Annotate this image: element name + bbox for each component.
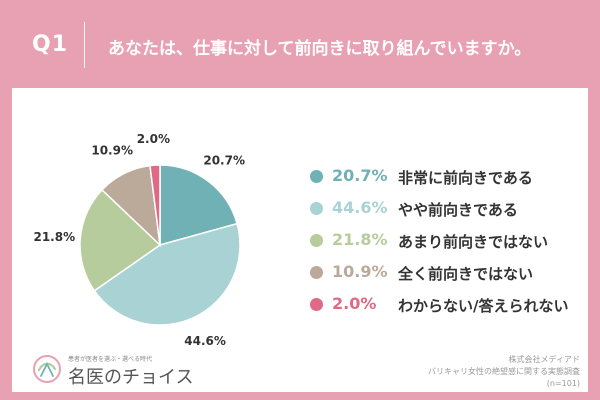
question-header: Q1 あなたは、仕事に対して前向きに取り組んでいますか。 <box>0 0 600 88</box>
brand-tagline: 患者が医者を選ぶ・選べる時代 <box>68 356 153 363</box>
brand-name: 名医のチョイス <box>68 367 194 388</box>
pie-slices <box>79 164 241 326</box>
legend-swatch-3 <box>310 266 323 279</box>
question-number: Q1 <box>32 32 69 57</box>
legend-swatch-2 <box>310 234 323 247</box>
pie-slice-2 <box>79 188 162 292</box>
header-divider <box>84 22 85 68</box>
legend-label-1: やや前向きである <box>398 201 518 219</box>
pie-slice-0 <box>159 164 239 246</box>
legend-label-0: 非常に前向きである <box>398 169 533 187</box>
pie-value-label-2: 21.8% <box>33 230 75 244</box>
legend-swatch-4 <box>310 298 323 311</box>
legend-label-2: あまり前向きではない <box>398 233 549 251</box>
source-company: 株式会社メディアド <box>508 355 580 364</box>
pie-value-label-4: 2.0% <box>137 132 170 146</box>
pie-value-label-1: 44.6% <box>184 334 226 348</box>
legend-label-3: 全く前向きではない <box>398 265 534 283</box>
legend-value-1: 44.6% <box>332 198 388 217</box>
legend-swatch-1 <box>310 202 323 215</box>
pie-slice-1 <box>93 222 241 326</box>
pie-slice-4 <box>149 164 161 246</box>
source-survey-title: バリキャリ女性の絶望感に関する実態調査 <box>428 367 580 376</box>
source-sample-size: (n=101) <box>546 379 580 388</box>
legend-value-4: 2.0% <box>332 294 377 313</box>
legend-value-2: 21.8% <box>332 230 388 249</box>
question-text: あなたは、仕事に対して前向きに取り組んでいますか。 <box>108 39 532 59</box>
pie-labels: 20.7% 44.6% 21.8% 10.9% 2.0% <box>33 132 245 348</box>
legend-label-4: わからない/答えられない <box>398 297 569 315</box>
source-note: 株式会社メディアド バリキャリ女性の絶望感に関する実態調査 (n=101) <box>428 354 580 390</box>
legend-value-0: 20.7% <box>332 166 388 185</box>
pie-value-label-0: 20.7% <box>203 154 245 168</box>
pie-value-label-3: 10.9% <box>91 143 133 157</box>
legend-value-3: 10.9% <box>332 262 388 281</box>
legend-swatch-0 <box>310 170 323 183</box>
brand-logo-icon <box>33 355 61 383</box>
